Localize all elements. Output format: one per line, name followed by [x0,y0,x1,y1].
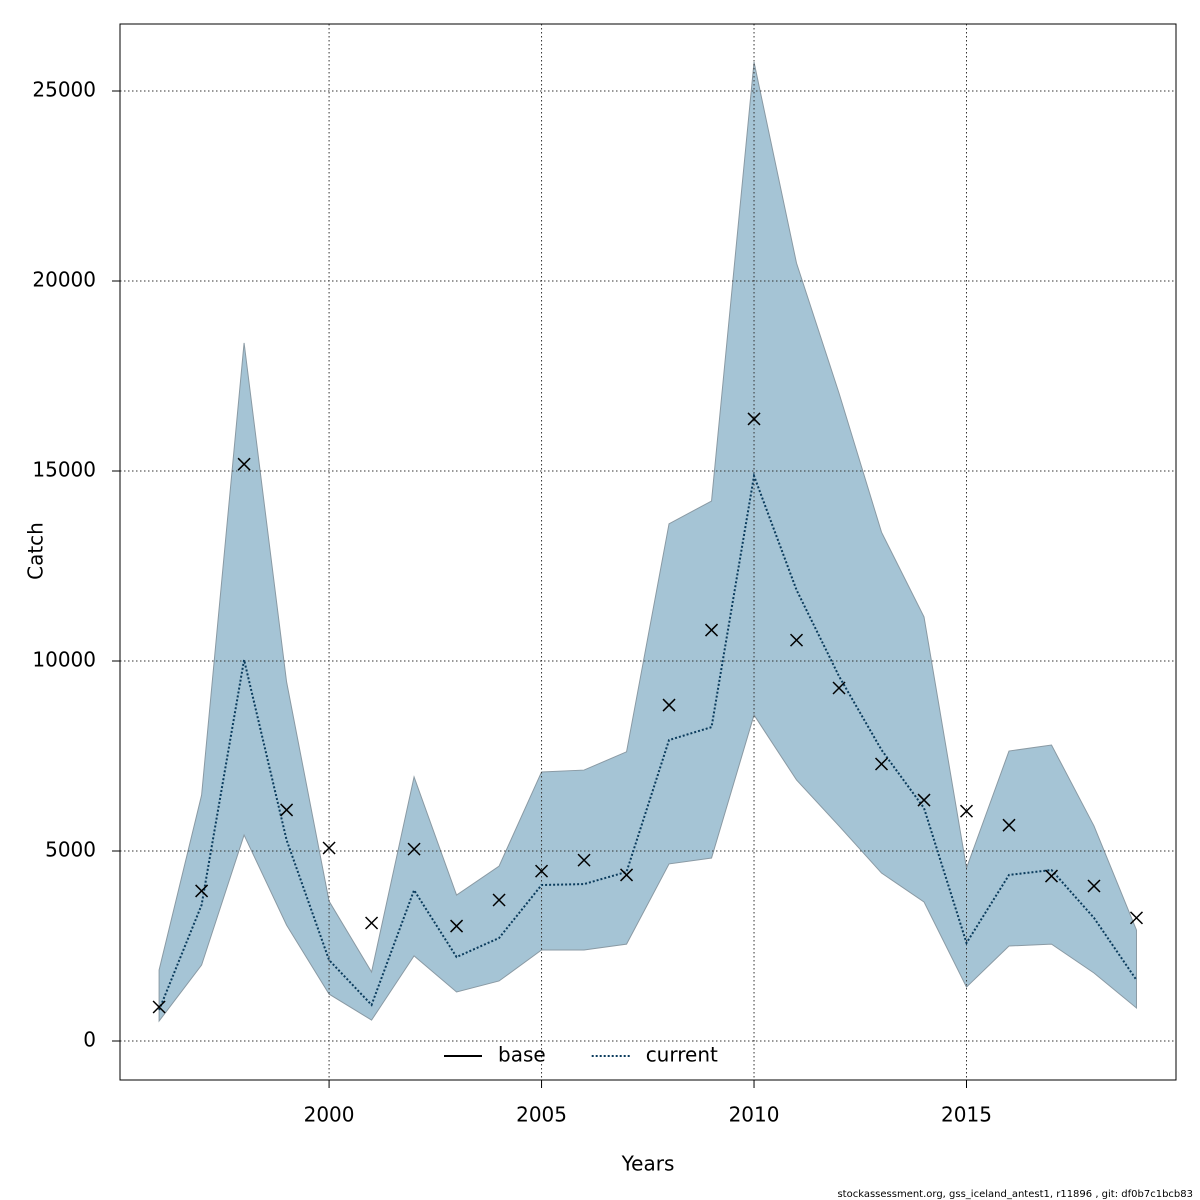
observed-point [832,681,846,695]
y-tick-label: 0 [83,1028,96,1052]
x-axis-label: Years [621,1152,675,1176]
y-tick-label: 10000 [32,648,96,672]
observed-point [195,884,209,898]
y-axis-label: Catch [24,522,48,580]
series-line [158,472,1138,1011]
observed-point [1002,818,1016,832]
y-tick-label: 25000 [32,77,96,101]
observed-point [747,412,761,426]
legend-label: current [646,1043,718,1067]
observed-point [152,1000,166,1014]
observed-point [280,803,294,817]
x-tick-label: 2015 [941,1103,992,1127]
observed-point [492,893,506,907]
plot-frame [119,23,1177,1081]
confidence-band [158,62,1137,1023]
observed-point [322,841,336,855]
observed-point [407,842,421,856]
x-tick-label: 2010 [729,1103,780,1127]
observed-point [662,698,676,712]
observed-point [237,457,251,471]
observed-point [1129,911,1144,925]
observed-point [1087,879,1101,893]
legend-label: base [498,1043,546,1067]
observed-point [535,864,549,878]
y-tick-label: 20000 [32,267,96,291]
x-tick-label: 2000 [304,1103,355,1127]
y-tick-label: 15000 [32,458,96,482]
observed-point [917,793,931,807]
observed-point [704,623,719,637]
observed-point [620,868,634,882]
observed-point [874,757,889,771]
observed-point [365,916,379,930]
observed-point [789,633,804,647]
observed-point [1044,869,1059,883]
observed-point [959,804,974,818]
observed-point [450,919,464,933]
y-tick-label: 5000 [45,838,96,862]
observed-point [577,853,591,867]
footer: stockassessment.org, gss_iceland_antest1… [837,1189,1193,1200]
x-tick-label: 2005 [516,1103,567,1127]
